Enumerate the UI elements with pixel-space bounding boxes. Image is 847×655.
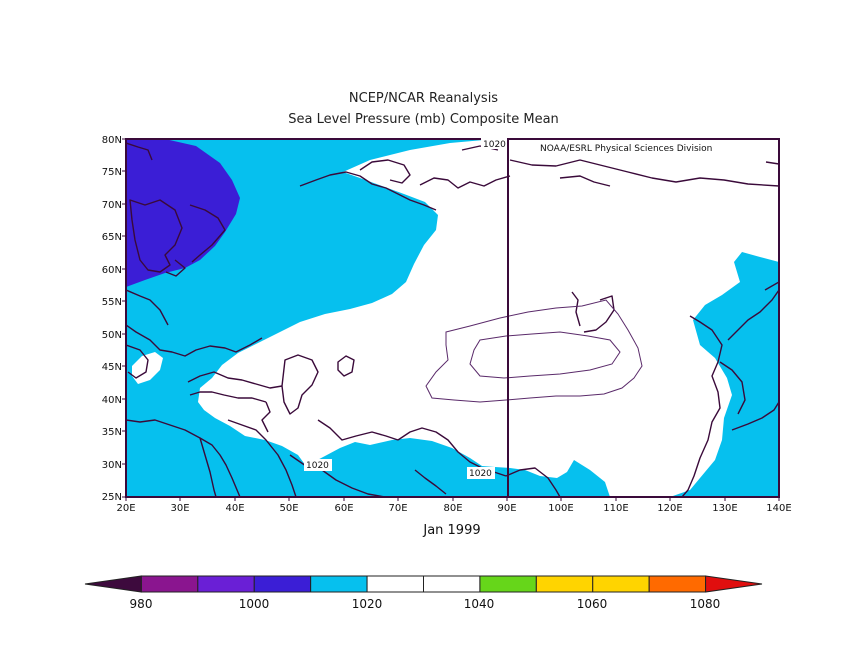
- pressure-field-1000-1010: [126, 139, 240, 287]
- lon-tick: 80E: [443, 503, 462, 514]
- lat-tick: 45N: [102, 362, 122, 373]
- colorbar-segment: [423, 575, 481, 593]
- credit-box: [536, 140, 778, 156]
- lat-tick: 25N: [102, 492, 122, 503]
- lon-tick: 100E: [548, 503, 573, 514]
- lon-tick: 30E: [170, 503, 189, 514]
- lat-tick: 70N: [102, 200, 122, 211]
- colorbar-right-arrow: [705, 575, 763, 593]
- contour-label-1020: 1020: [469, 469, 492, 479]
- contour-value-labels: 1020 1020 1020: [304, 138, 507, 479]
- contour-label-1020: 1020: [483, 140, 506, 150]
- lat-tick: 75N: [102, 167, 122, 178]
- lon-tick: 20E: [116, 503, 135, 514]
- colorbar-label: 1060: [577, 597, 608, 611]
- lat-tick: 65N: [102, 232, 122, 243]
- period-label: Jan 1999: [422, 523, 480, 538]
- colorbar-segment: [253, 575, 312, 593]
- colorbar-label: 1040: [464, 597, 495, 611]
- lat-tick: 50N: [102, 330, 122, 341]
- map-title: NCEP/NCAR Reanalysis: [348, 91, 499, 106]
- credit-text: NOAA/ESRL Physical Sciences Division: [540, 144, 712, 154]
- longitude-axis: 20E 30E 40E 50E 60E 70E 80E 90E 100E 110…: [116, 497, 792, 514]
- colorbar-left-arrow: [84, 575, 142, 593]
- colorbar-label: 1000: [239, 597, 270, 611]
- contour-lines: [425, 299, 643, 403]
- map-panel: [126, 139, 779, 497]
- lon-tick: 140E: [766, 503, 791, 514]
- lon-tick: 70E: [388, 503, 407, 514]
- contour-label-1020: 1020: [306, 461, 329, 471]
- lat-tick: 55N: [102, 297, 122, 308]
- lon-tick: 130E: [712, 503, 737, 514]
- colorbar-label: 980: [130, 597, 153, 611]
- lat-tick: 30N: [102, 460, 122, 471]
- lon-tick: 110E: [603, 503, 628, 514]
- colorbar-segment: [310, 575, 368, 593]
- lon-tick: 40E: [225, 503, 244, 514]
- lon-tick: 60E: [334, 503, 353, 514]
- colorbar-labels: 980 1000 1020 1040 1060 1080: [130, 597, 721, 611]
- colorbar-segment: [366, 575, 425, 593]
- lat-tick: 40N: [102, 395, 122, 406]
- coastlines: [126, 142, 779, 497]
- latitude-axis: 80N 75N 70N 65N 60N 55N 50N 45N 40N 35N …: [102, 135, 126, 503]
- lat-tick: 60N: [102, 265, 122, 276]
- lat-tick: 80N: [102, 135, 122, 146]
- map-subtitle: Sea Level Pressure (mb) Composite Mean: [288, 112, 559, 127]
- colorbar-segment: [197, 575, 255, 593]
- colorbar-label: 1020: [352, 597, 383, 611]
- lon-tick: 90E: [497, 503, 516, 514]
- colorbar-segment: [648, 575, 707, 593]
- lon-tick: 120E: [657, 503, 682, 514]
- colorbar-segment: [592, 575, 650, 593]
- colorbar-label: 1080: [690, 597, 721, 611]
- colorbar: [84, 575, 763, 593]
- lon-tick: 50E: [279, 503, 298, 514]
- colorbar-segment: [535, 575, 594, 593]
- pressure-field-1020-1030: [198, 139, 779, 497]
- colorbar-segment: [479, 575, 537, 593]
- lat-tick: 35N: [102, 427, 122, 438]
- colorbar-segment: [140, 575, 199, 593]
